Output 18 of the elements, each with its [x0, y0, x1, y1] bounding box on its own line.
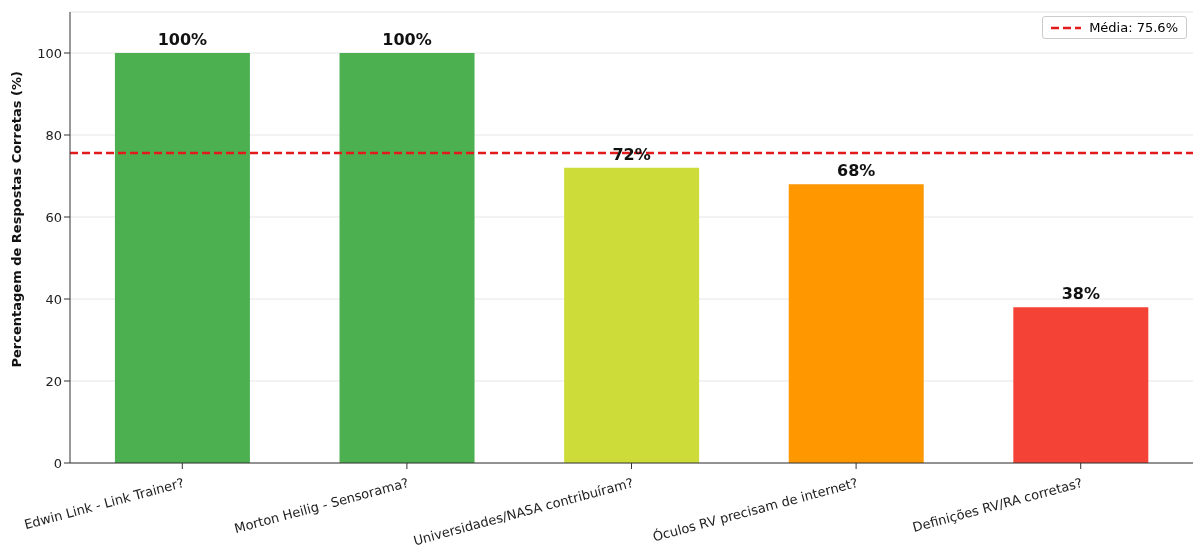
y-tick-label: 60 — [45, 209, 62, 225]
data-label: 100% — [157, 30, 208, 49]
bar — [339, 53, 475, 463]
bar — [564, 167, 700, 463]
data-label: 38% — [1061, 284, 1100, 304]
y-tick-label: 40 — [45, 291, 62, 307]
data-label: 68% — [837, 161, 876, 181]
data-label: 100% — [382, 30, 432, 49]
y-tick-label: 80 — [45, 127, 62, 143]
bar — [1013, 307, 1149, 463]
legend-label: Média: 75.6% — [1089, 20, 1178, 35]
y-tick-label: 20 — [45, 373, 62, 389]
y-axis-title: Percentagem de Respostas Corretas (%) — [8, 71, 24, 368]
bar — [788, 184, 924, 463]
x-tick-label: Edwin Link - Link Trainer? — [22, 475, 186, 533]
y-tick-label: 0 — [53, 455, 62, 471]
bar — [114, 53, 250, 463]
y-tick-label: 100 — [37, 45, 62, 61]
